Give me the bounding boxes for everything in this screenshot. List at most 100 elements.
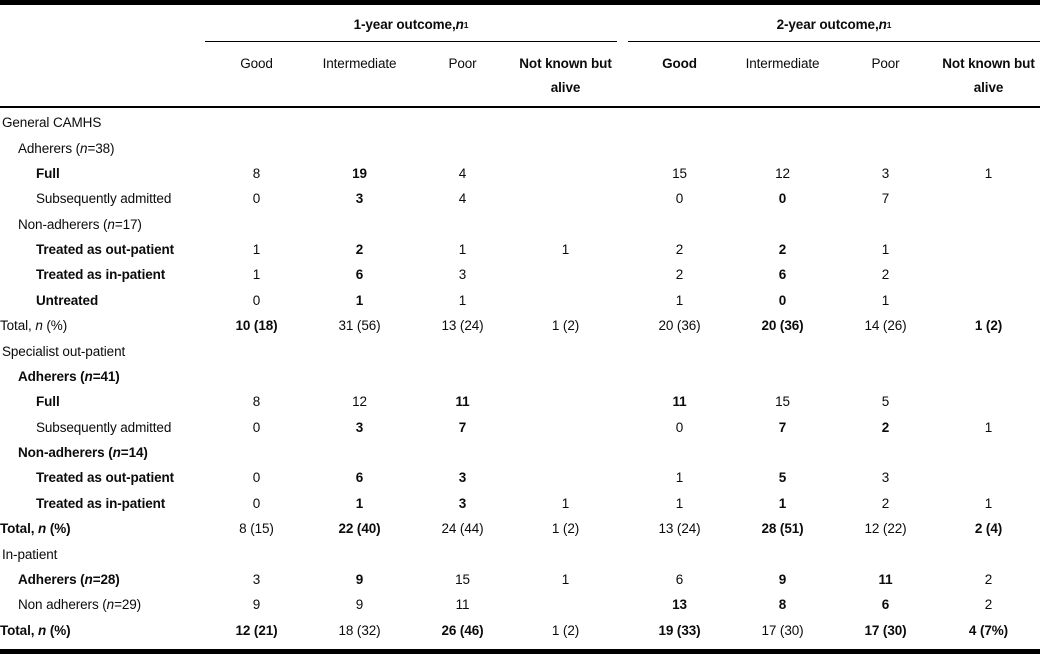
- row-label: Treated as out-patient: [36, 470, 175, 486]
- col-header-good-1yr: Good: [240, 56, 273, 71]
- cell: 2: [778, 242, 787, 258]
- cell: 2: [675, 242, 684, 258]
- cell: 13 (24): [441, 318, 484, 334]
- cell: 6: [355, 470, 364, 486]
- cell: 1: [984, 165, 993, 181]
- cell: 1: [252, 242, 261, 258]
- cell: 4: [458, 191, 467, 207]
- table-row-item: Treated as in-patient 0 1 3 1 1 1 2 1: [0, 491, 1040, 516]
- cell: 8: [778, 597, 787, 613]
- cell: 14 (26): [864, 318, 907, 334]
- cell: 22 (40): [338, 521, 381, 537]
- cell: 3: [458, 267, 467, 283]
- cell: 24 (44): [441, 521, 484, 537]
- cell: 20 (36): [761, 318, 804, 334]
- cell: 6: [881, 597, 890, 613]
- col-header-poor-1yr: Poor: [448, 56, 477, 71]
- cell: 2: [881, 495, 890, 511]
- cell: 0: [675, 419, 684, 435]
- cell: 1: [458, 242, 467, 258]
- cell: 1: [561, 495, 570, 511]
- cell: 9: [252, 597, 261, 613]
- cell: 31 (56): [338, 318, 381, 334]
- cell: 1: [561, 571, 570, 587]
- table-row-group: Adherers (n=28) 3 9 15 1 6 9 11 2: [0, 567, 1040, 592]
- cell: 4: [458, 165, 467, 181]
- col-header-intermediate-2yr: Intermediate: [745, 56, 820, 71]
- row-label: Non adherers (n=29): [18, 597, 142, 613]
- cell: 0: [252, 292, 261, 308]
- cell: 7: [778, 419, 787, 435]
- cell: 1: [252, 267, 261, 283]
- row-label: Treated as in-patient: [36, 267, 166, 283]
- table-row-item: Full 8 12 11 11 15 5: [0, 389, 1040, 414]
- table-row-item: Subsequently admitted 0 3 4 0 0 7: [0, 186, 1040, 211]
- cell: 1: [881, 242, 890, 258]
- row-label: Adherers (n=38): [18, 140, 115, 156]
- cell: 19 (33): [658, 622, 701, 638]
- cell: 3: [458, 470, 467, 486]
- cell: 3: [458, 495, 467, 511]
- cell: 1: [561, 242, 570, 258]
- cell: 8: [252, 165, 261, 181]
- table-row-total: Total, n (%) 8 (15) 22 (40) 24 (44) 1 (2) 13 …: [0, 516, 1040, 541]
- row-label: Non-adherers (n=17): [18, 216, 142, 232]
- cell: 15: [455, 571, 470, 587]
- table-row-group: Non-adherers (n=17): [0, 212, 1040, 237]
- cell: 1 (2): [974, 318, 1003, 334]
- cell: 12 (22): [864, 521, 907, 537]
- cell: 3: [881, 165, 890, 181]
- cell: 9: [778, 571, 787, 587]
- cell: 17 (30): [864, 622, 907, 638]
- row-label: Full: [36, 165, 60, 181]
- row-label: Total, n (%): [0, 622, 71, 638]
- cell: 2: [355, 242, 364, 258]
- row-label: Non-adherers (n=14): [18, 445, 148, 461]
- cell: 1: [675, 470, 684, 486]
- table-row-total: Total, n (%) 10 (18) 31 (56) 13 (24) 1 (2) 20…: [0, 313, 1040, 338]
- cell: 1 (2): [551, 318, 580, 334]
- table-row-item: Treated as out-patient 1 2 1 1 2 2 1: [0, 237, 1040, 262]
- cell: 3: [252, 571, 261, 587]
- row-label: Subsequently admitted: [36, 419, 172, 435]
- cell: 12: [352, 394, 367, 410]
- cell: 2: [881, 419, 890, 435]
- cell: 6: [675, 571, 684, 587]
- col-header-intermediate-1yr: Intermediate: [322, 56, 397, 71]
- cell: 13 (24): [658, 521, 701, 537]
- row-label: Adherers (n=41): [18, 368, 120, 384]
- cell: 4 (7%): [968, 622, 1009, 638]
- table-row-total: Total, n (%) 12 (21) 18 (32) 26 (46) 1 (2) 19…: [0, 618, 1040, 643]
- row-label: Treated as out-patient: [36, 242, 175, 258]
- row-label: General CAMHS: [2, 115, 102, 131]
- cell: 2 (4): [974, 521, 1003, 537]
- cell: 1 (2): [551, 622, 580, 638]
- cell: 11: [672, 394, 687, 410]
- cell: 12: [775, 165, 790, 181]
- cell: 15: [775, 394, 790, 410]
- table-row-item: Treated as out-patient 0 6 3 1 5 3: [0, 465, 1040, 490]
- cell: 3: [881, 470, 890, 486]
- cell: 11: [878, 571, 893, 587]
- cell: 1: [355, 292, 364, 308]
- cell: 6: [778, 267, 787, 283]
- cell: 0: [252, 495, 261, 511]
- cell: 7: [458, 419, 467, 435]
- cell: 7: [881, 191, 890, 207]
- row-label: Adherers (n=28): [18, 571, 120, 587]
- table-row-item: Treated as in-patient 1 6 3 2 6 2: [0, 262, 1040, 287]
- cell: 13: [672, 597, 687, 613]
- cell: 2: [984, 597, 993, 613]
- table-row-item: Full 8 19 4 15 12 3 1: [0, 161, 1040, 186]
- cell: 1: [458, 292, 467, 308]
- cell: 1: [355, 495, 364, 511]
- cell: 6: [355, 267, 364, 283]
- cell: 2: [881, 267, 890, 283]
- cell: 9: [355, 571, 364, 587]
- table-row-group: Non-adherers (n=14): [0, 440, 1040, 465]
- table-row-item: Subsequently admitted 0 3 7 0 7 2 1: [0, 415, 1040, 440]
- cell: 0: [778, 191, 787, 207]
- row-label: Specialist out-patient: [2, 343, 126, 359]
